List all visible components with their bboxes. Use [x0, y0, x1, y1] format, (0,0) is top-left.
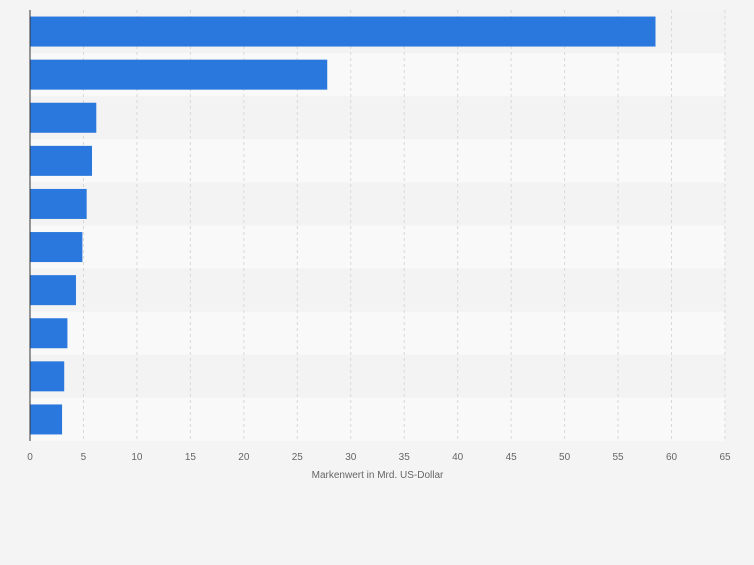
- bar[interactable]: [30, 59, 328, 90]
- x-tick-label: 25: [292, 452, 304, 463]
- bar[interactable]: [30, 404, 63, 435]
- bar[interactable]: [30, 318, 68, 349]
- x-tick-label: 20: [238, 452, 250, 463]
- x-tick-label: 0: [27, 452, 33, 463]
- row-bands: [30, 10, 725, 441]
- bar[interactable]: [30, 361, 65, 392]
- bar[interactable]: [30, 188, 87, 219]
- x-tick-label: 60: [666, 452, 678, 463]
- bar[interactable]: [30, 102, 97, 133]
- x-tick-label: 35: [399, 452, 411, 463]
- bar[interactable]: [30, 16, 656, 47]
- x-tick-label: 10: [131, 452, 143, 463]
- bar[interactable]: [30, 232, 83, 263]
- x-axis-title: Markenwert in Mrd. US-Dollar: [312, 470, 444, 481]
- bars: [30, 16, 656, 435]
- bar[interactable]: [30, 275, 76, 306]
- row-band: [30, 139, 725, 183]
- x-tick-label: 50: [559, 452, 571, 463]
- row-band: [30, 225, 725, 269]
- x-tick-labels: 0 5 10 15 20 25 30 35 40 45 50 55 60 65: [27, 452, 731, 463]
- row-band: [30, 96, 725, 140]
- row-band: [30, 397, 725, 441]
- x-tick-label: 15: [185, 452, 197, 463]
- row-band: [30, 182, 725, 226]
- x-tick-label: 5: [81, 452, 87, 463]
- x-tick-label: 45: [506, 452, 518, 463]
- x-tick-label: 55: [613, 452, 625, 463]
- x-tick-label: 65: [719, 452, 731, 463]
- bar[interactable]: [30, 145, 93, 176]
- row-band: [30, 311, 725, 355]
- row-band: [30, 354, 725, 398]
- x-tick-label: 30: [345, 452, 357, 463]
- row-band: [30, 268, 725, 312]
- x-tick-label: 40: [452, 452, 464, 463]
